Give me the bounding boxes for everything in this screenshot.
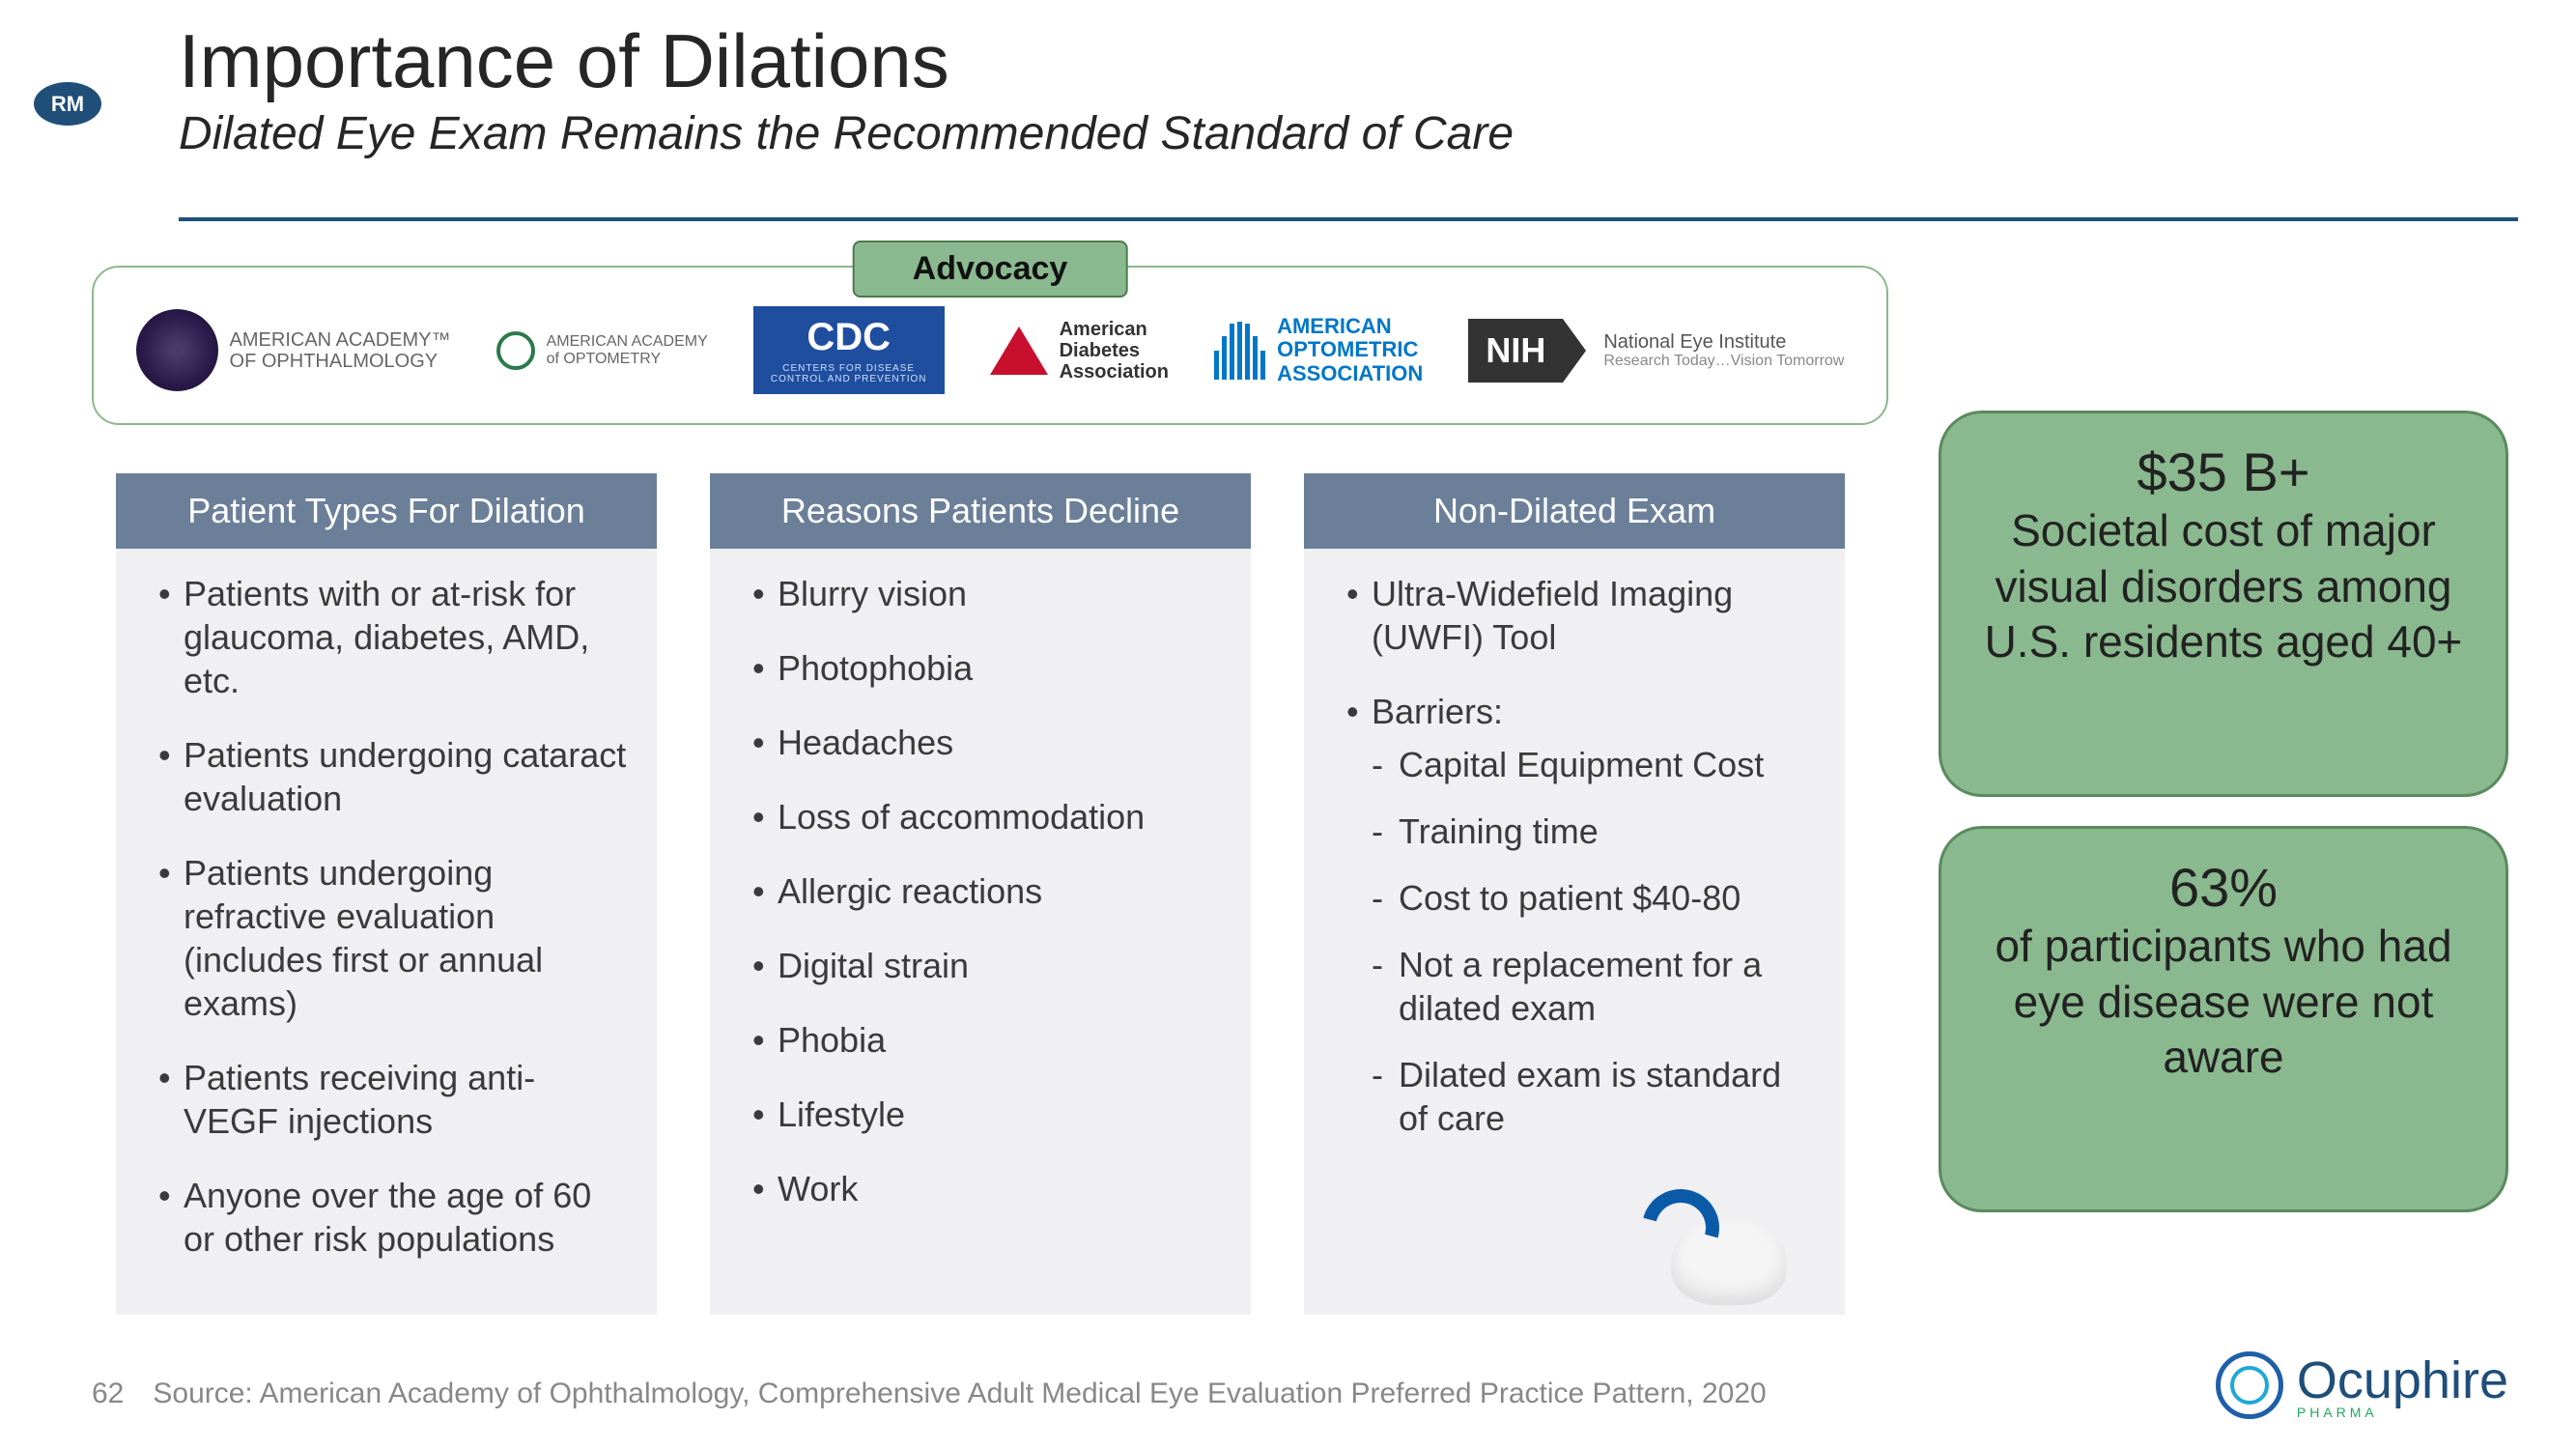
column-header: Patient Types For Dilation	[116, 473, 657, 549]
list-item: Blurry vision	[752, 572, 1222, 615]
advocacy-panel: Advocacy AMERICAN ACADEMY™ OF OPHTHALMOL…	[92, 266, 1888, 425]
stat-body: of participants who had eye disease were…	[1980, 919, 2467, 1086]
cdc-subtext: CENTERS FOR DISEASE CONTROL AND PREVENTI…	[771, 363, 927, 384]
stat-headline: $35 B+	[1980, 440, 2467, 503]
list-item: Patients with or at-risk for glaucoma, d…	[158, 572, 628, 702]
list-item: Barriers: Capital Equipment Cost Trainin…	[1346, 690, 1816, 1140]
list-item: Work	[752, 1167, 1222, 1210]
sub-item: Cost to patient $40-80	[1372, 876, 1816, 920]
list-item: Headaches	[752, 721, 1222, 764]
column-body: Patients with or at-risk for glaucoma, d…	[116, 549, 657, 1315]
ocuphire-icon	[2216, 1351, 2283, 1419]
nih-text: NIH	[1486, 330, 1545, 370]
aoa-icon	[1214, 322, 1265, 380]
list-item: Lifestyle	[752, 1093, 1222, 1136]
list-item: Ultra-Widefield Imaging (UWFI) Tool	[1346, 572, 1816, 659]
cdc-text: CDC	[807, 316, 891, 359]
slide-title: Importance of Dilations	[179, 17, 2518, 105]
slide-header: Importance of Dilations Dilated Eye Exam…	[179, 17, 2518, 160]
list-item: Patients undergoing refractive evaluatio…	[158, 851, 628, 1025]
list-item: Allergic reactions	[752, 869, 1222, 913]
sub-item: Training time	[1372, 810, 1816, 853]
nei-sublabel: Research Today…Vision Tomorrow	[1603, 353, 1844, 370]
aaopt-label: AMERICAN ACADEMY of OPTOMETRY	[547, 333, 708, 367]
logo-aao: AMERICAN ACADEMY™ OF OPHTHALMOLOGY	[136, 309, 451, 391]
aoa-label: AMERICAN OPTOMETRIC ASSOCIATION	[1277, 315, 1423, 385]
logo-aoa: AMERICAN OPTOMETRIC ASSOCIATION	[1214, 315, 1423, 385]
ada-label: American Diabetes Association	[1060, 319, 1169, 383]
list-item: Anyone over the age of 60 or other risk …	[158, 1174, 628, 1261]
column-patient-types: Patient Types For Dilation Patients with…	[116, 473, 657, 1315]
list-item: Digital strain	[752, 944, 1222, 987]
list-item: Patients undergoing cataract evaluation	[158, 733, 628, 820]
advocacy-label: Advocacy	[853, 241, 1128, 298]
column-body: Ultra-Widefield Imaging (UWFI) Tool Barr…	[1304, 549, 1845, 1194]
page-number: 62	[92, 1378, 124, 1410]
slide-subtitle: Dilated Eye Exam Remains the Recommended…	[179, 107, 2518, 160]
slide-footer: 62 Source: American Academy of Ophthalmo…	[92, 1378, 1767, 1410]
header-divider	[179, 217, 2518, 221]
uwfi-device-image	[1613, 1179, 1816, 1324]
sub-item: Dilated exam is standard of care	[1372, 1053, 1816, 1140]
column-header: Non-Dilated Exam	[1304, 473, 1845, 549]
cdc-icon: CDC CENTERS FOR DISEASE CONTROL AND PREV…	[753, 306, 945, 394]
logo-aaopt: AMERICAN ACADEMY of OPTOMETRY	[496, 331, 708, 370]
list-item: Phobia	[752, 1018, 1222, 1062]
brand-name: Ocuphire	[2297, 1350, 2508, 1410]
logo-nih: NIH National Eye Institute Research Toda…	[1468, 319, 1844, 383]
column-reasons-decline: Reasons Patients Decline Blurry vision P…	[710, 473, 1251, 1315]
brand-logo: Ocuphire PHARMA	[2216, 1350, 2508, 1420]
aaopt-icon	[496, 331, 535, 370]
sub-item: Capital Equipment Cost	[1372, 743, 1816, 786]
list-item: Patients receiving anti-VEGF injections	[158, 1056, 628, 1143]
column-body: Blurry vision Photophobia Headaches Loss…	[710, 549, 1251, 1264]
aao-icon	[136, 309, 218, 391]
stat-body: Societal cost of major visual disorders …	[1980, 503, 2467, 670]
stat-card-societal-cost: $35 B+ Societal cost of major visual dis…	[1939, 411, 2508, 797]
list-item: Photophobia	[752, 646, 1222, 690]
nih-arrow-icon	[1563, 319, 1586, 383]
aao-label: AMERICAN ACADEMY™ OF OPHTHALMOLOGY	[230, 329, 451, 372]
rm-badge: RM	[34, 82, 101, 126]
source-citation: Source: American Academy of Ophthalmolog…	[153, 1378, 1766, 1410]
sub-item: Not a replacement for a dilated exam	[1372, 943, 1816, 1030]
column-non-dilated: Non-Dilated Exam Ultra-Widefield Imaging…	[1304, 473, 1845, 1315]
list-item: Loss of accommodation	[752, 795, 1222, 838]
logo-cdc: CDC CENTERS FOR DISEASE CONTROL AND PREV…	[753, 306, 945, 394]
nih-icon: NIH	[1468, 319, 1563, 383]
barriers-label: Barriers:	[1372, 692, 1503, 731]
column-header: Reasons Patients Decline	[710, 473, 1251, 549]
stat-card-awareness: 63% of participants who had eye disease …	[1939, 826, 2508, 1212]
logo-ada: American Diabetes Association	[990, 319, 1169, 383]
nei-label: National Eye Institute	[1603, 331, 1844, 353]
content-columns: Patient Types For Dilation Patients with…	[116, 473, 1845, 1315]
stat-headline: 63%	[1980, 856, 2467, 919]
ada-icon	[990, 327, 1048, 375]
